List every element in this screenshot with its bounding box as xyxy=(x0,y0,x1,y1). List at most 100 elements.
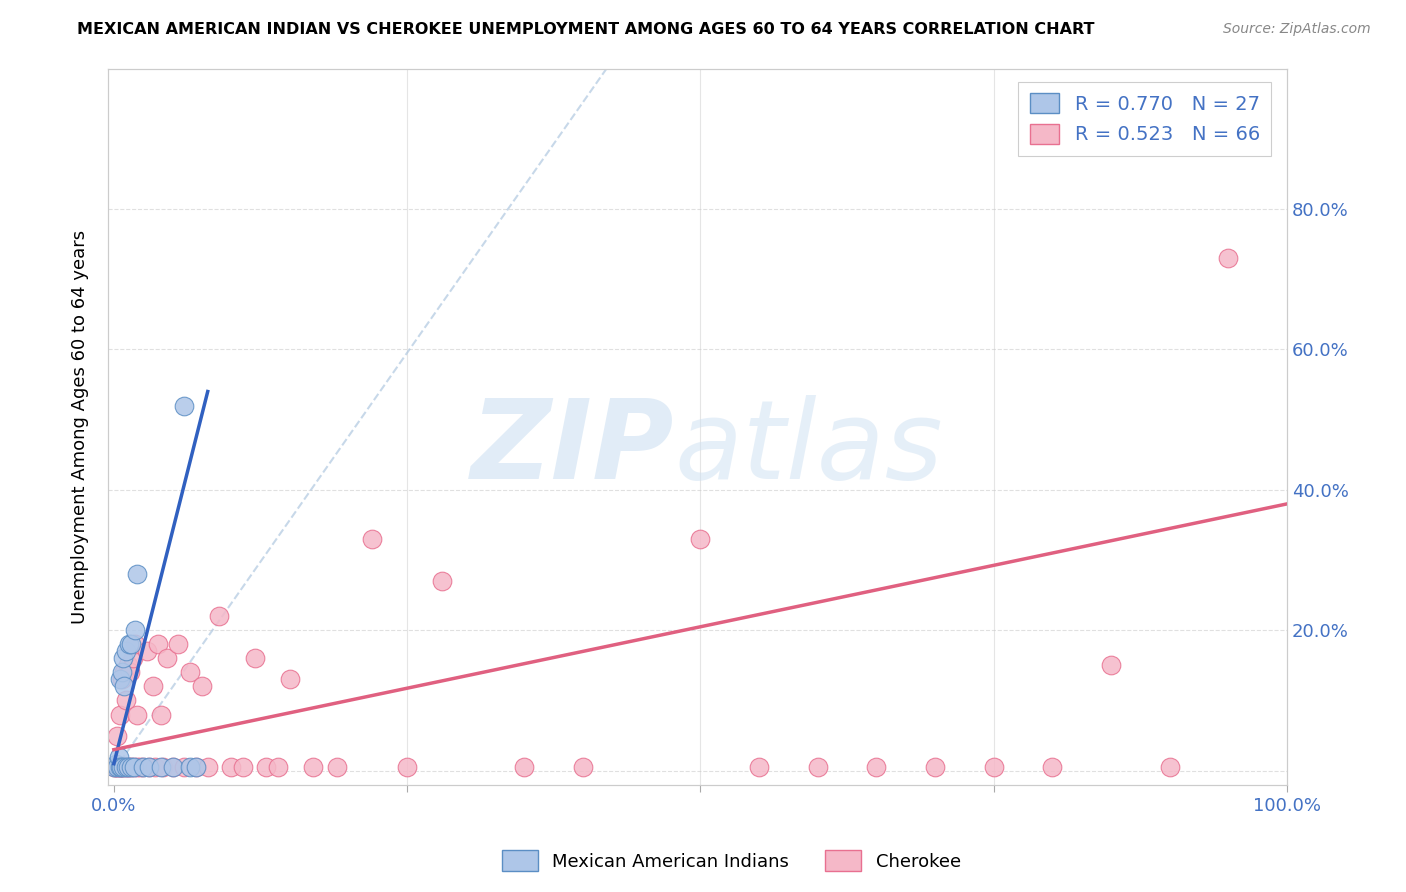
Point xyxy=(361,532,384,546)
Text: ZIP: ZIP xyxy=(471,394,673,501)
Point xyxy=(173,399,195,413)
Point xyxy=(120,760,142,774)
Point xyxy=(179,760,201,774)
Point xyxy=(162,760,184,774)
Point xyxy=(572,760,595,774)
Point xyxy=(807,760,830,774)
Point xyxy=(127,567,149,582)
Point xyxy=(1159,760,1181,774)
Point xyxy=(105,760,128,774)
Point xyxy=(108,760,131,774)
Point xyxy=(110,760,132,774)
Point xyxy=(689,532,711,546)
Point xyxy=(254,760,277,774)
Point xyxy=(1218,251,1240,265)
Point xyxy=(128,760,150,774)
Point xyxy=(162,760,184,774)
Point xyxy=(132,760,155,774)
Point xyxy=(143,760,166,774)
Point xyxy=(1042,760,1064,774)
Point xyxy=(184,760,207,774)
Point xyxy=(104,760,127,774)
Point xyxy=(127,760,149,774)
Text: Source: ZipAtlas.com: Source: ZipAtlas.com xyxy=(1223,22,1371,37)
Point xyxy=(111,665,134,680)
Point xyxy=(120,760,142,774)
Point xyxy=(114,760,136,774)
Point xyxy=(122,760,145,774)
Point xyxy=(148,637,170,651)
Point xyxy=(114,760,136,774)
Point xyxy=(179,665,201,680)
Point xyxy=(124,624,146,638)
Point xyxy=(138,760,160,774)
Point xyxy=(112,665,135,680)
Point xyxy=(111,760,134,774)
Point xyxy=(432,574,454,588)
Point xyxy=(243,651,266,665)
Point xyxy=(173,760,195,774)
Point xyxy=(513,760,536,774)
Y-axis label: Unemployment Among Ages 60 to 64 years: Unemployment Among Ages 60 to 64 years xyxy=(72,229,89,624)
Point xyxy=(117,760,139,774)
Point xyxy=(103,760,125,774)
Point xyxy=(267,760,290,774)
Point xyxy=(326,760,349,774)
Point xyxy=(278,673,301,687)
Point xyxy=(111,673,134,687)
Point xyxy=(302,760,325,774)
Point xyxy=(865,760,887,774)
Point xyxy=(118,760,141,774)
Point xyxy=(120,665,142,680)
Point xyxy=(112,760,135,774)
Point xyxy=(167,637,190,651)
Point xyxy=(135,644,157,658)
Point xyxy=(105,756,128,771)
Point xyxy=(156,651,179,665)
Point xyxy=(191,680,214,694)
Point xyxy=(114,644,136,658)
Point xyxy=(117,658,139,673)
Point xyxy=(108,760,131,774)
Legend: Mexican American Indians, Cherokee: Mexican American Indians, Cherokee xyxy=(495,843,967,879)
Point xyxy=(149,760,172,774)
Point xyxy=(108,707,131,722)
Text: atlas: atlas xyxy=(673,394,942,501)
Point xyxy=(103,760,125,774)
Point xyxy=(118,637,141,651)
Point xyxy=(124,637,146,651)
Point xyxy=(121,651,143,665)
Point xyxy=(1099,658,1122,673)
Point xyxy=(142,680,165,694)
Point xyxy=(396,760,419,774)
Point xyxy=(112,651,135,665)
Point xyxy=(105,760,128,774)
Point xyxy=(983,760,1005,774)
Point xyxy=(232,760,254,774)
Point xyxy=(924,760,946,774)
Point xyxy=(114,693,136,707)
Point xyxy=(115,760,138,774)
Point xyxy=(107,760,129,774)
Point xyxy=(149,707,172,722)
Point xyxy=(197,760,219,774)
Point xyxy=(152,760,174,774)
Point xyxy=(132,760,155,774)
Point xyxy=(184,760,207,774)
Point xyxy=(138,760,160,774)
Point xyxy=(112,680,135,694)
Point xyxy=(120,637,142,651)
Point xyxy=(748,760,770,774)
Text: MEXICAN AMERICAN INDIAN VS CHEROKEE UNEMPLOYMENT AMONG AGES 60 TO 64 YEARS CORRE: MEXICAN AMERICAN INDIAN VS CHEROKEE UNEM… xyxy=(77,22,1095,37)
Point xyxy=(108,673,131,687)
Point xyxy=(110,760,132,774)
Point xyxy=(208,609,231,624)
Point xyxy=(127,707,149,722)
Legend: R = 0.770   N = 27, R = 0.523   N = 66: R = 0.770 N = 27, R = 0.523 N = 66 xyxy=(1018,82,1271,156)
Point xyxy=(219,760,242,774)
Point xyxy=(107,749,129,764)
Point xyxy=(105,760,128,774)
Point xyxy=(122,760,145,774)
Point xyxy=(112,760,135,774)
Point xyxy=(105,729,128,743)
